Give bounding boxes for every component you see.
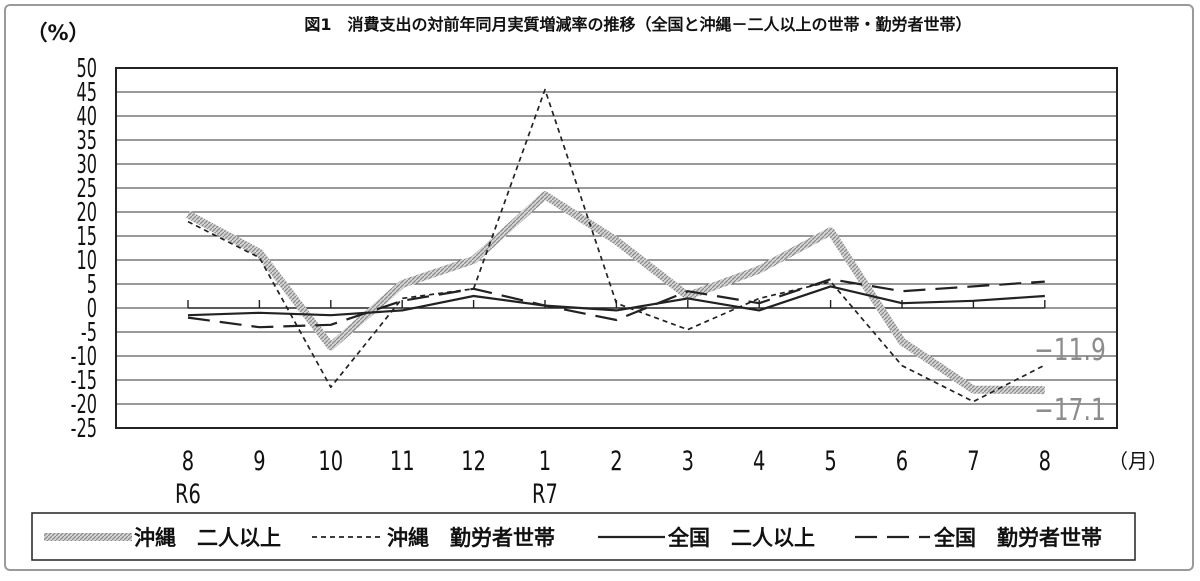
legend-item-national-two-or-more-label: 全国 二人以上 bbox=[667, 526, 815, 550]
series-okinawa-workers bbox=[187, 88, 1046, 403]
y-tick-label: 35 bbox=[76, 126, 97, 156]
x-axis-unit-label: （月） bbox=[1108, 449, 1168, 473]
y-tick-label: -25 bbox=[71, 414, 97, 444]
y-tick-label: 40 bbox=[76, 102, 97, 132]
end-value-annotation: −17.1 bbox=[1034, 393, 1106, 428]
y-tick-label: -15 bbox=[71, 366, 97, 396]
x-tick-label: 9 bbox=[253, 445, 265, 477]
y-tick-label: 10 bbox=[76, 246, 97, 276]
legend-box bbox=[31, 512, 1136, 561]
y-tick-label: 45 bbox=[76, 78, 97, 108]
legend-item-okinawa-workers-label: 沖縄 勤労者世帯 bbox=[387, 526, 555, 550]
y-tick-label: 25 bbox=[76, 174, 97, 204]
series-national-two-or-more bbox=[187, 285, 1045, 317]
year-label: R7 bbox=[532, 478, 558, 510]
x-tick-label: 3 bbox=[682, 445, 694, 477]
x-tick-label: 8 bbox=[1039, 445, 1051, 477]
year-label: R6 bbox=[175, 478, 201, 510]
x-tick-label: 7 bbox=[967, 445, 979, 477]
end-value-annotation: −11.9 bbox=[1034, 333, 1106, 368]
y-axis-unit-label: （%） bbox=[26, 21, 89, 45]
x-tick-label: 5 bbox=[824, 445, 836, 477]
legend-item-national-workers-label: 全国 勤労者世帯 bbox=[933, 526, 1102, 550]
x-tick-label: 11 bbox=[390, 445, 415, 477]
chart-title: 図1 消費支出の対前年同月実質増減率の推移（全国と沖縄－二人以上の世帯・勤労者世… bbox=[304, 15, 971, 34]
y-tick-label: 30 bbox=[76, 150, 97, 180]
y-tick-label: 5 bbox=[87, 270, 97, 300]
y-tick-label: -10 bbox=[71, 342, 97, 372]
y-tick-label: 50 bbox=[76, 54, 97, 84]
y-tick-label: 0 bbox=[87, 294, 97, 324]
y-tick-label: -5 bbox=[81, 318, 97, 348]
series-national-workers bbox=[187, 278, 1045, 329]
legend: 沖縄 二人以上 沖縄 勤労者世帯 全国 二人以上 全国 勤労者世帯 bbox=[31, 512, 1136, 561]
x-tick-label: 1 bbox=[539, 445, 551, 477]
x-tick-label: 6 bbox=[896, 445, 908, 477]
x-tick-label: 10 bbox=[318, 445, 343, 477]
series-okinawa-two-or-more bbox=[186, 191, 1045, 395]
y-tick-label: -20 bbox=[71, 390, 97, 420]
plot-frame bbox=[115, 67, 1118, 429]
x-tick-label: 2 bbox=[610, 445, 622, 477]
legend-item-okinawa-two-or-more-label: 沖縄 二人以上 bbox=[134, 526, 281, 550]
x-tick-label: 12 bbox=[461, 445, 486, 477]
y-tick-label: 20 bbox=[76, 198, 97, 228]
x-tick-label: 4 bbox=[753, 445, 765, 477]
y-tick-label: 15 bbox=[76, 222, 97, 252]
x-tick-label: 8 bbox=[182, 445, 194, 477]
